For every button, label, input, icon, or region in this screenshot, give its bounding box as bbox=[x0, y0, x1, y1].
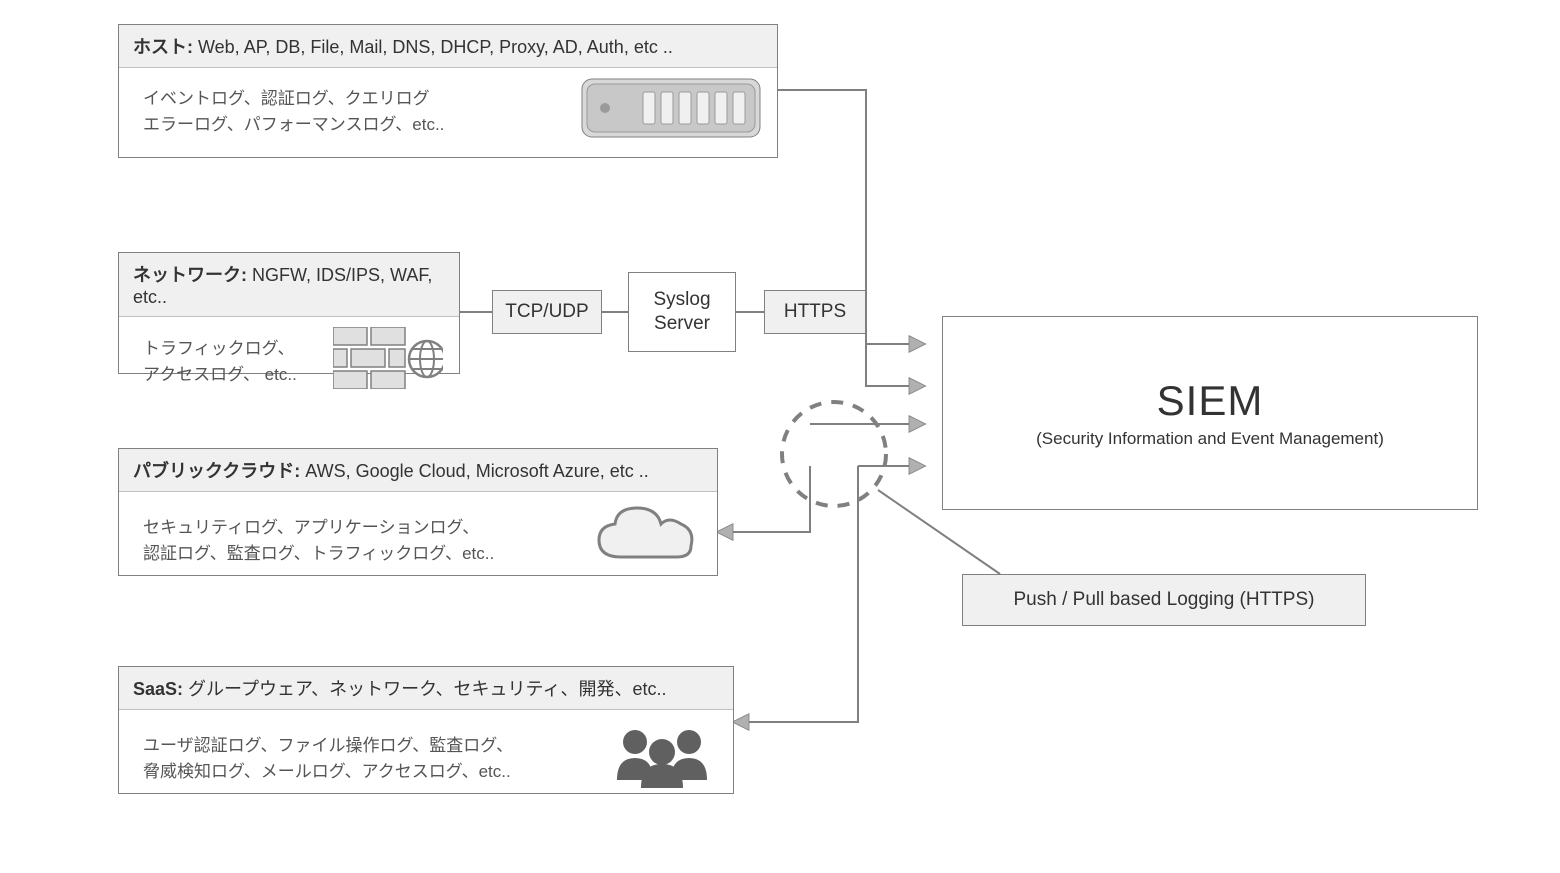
host-title-rest: Web, AP, DB, File, Mail, DNS, DHCP, Prox… bbox=[193, 37, 673, 57]
saas-box: SaaS: グループウェア、ネットワーク、セキュリティ、開発、etc.. ユーザ… bbox=[118, 666, 734, 794]
push-pull-label: Push / Pull based Logging (HTTPS) bbox=[962, 574, 1366, 626]
saas-title-bold: SaaS: bbox=[133, 679, 183, 699]
host-header: ホスト: Web, AP, DB, File, Mail, DNS, DHCP,… bbox=[119, 25, 777, 68]
network-header: ネットワーク: NGFW, IDS/IPS, WAF, etc.. bbox=[119, 253, 459, 317]
cloud-icon bbox=[591, 502, 701, 580]
users-icon bbox=[607, 720, 717, 798]
syslog-server-box: SyslogServer bbox=[628, 272, 736, 352]
saas-header: SaaS: グループウェア、ネットワーク、セキュリティ、開発、etc.. bbox=[119, 667, 733, 710]
firewall-icon bbox=[333, 327, 443, 397]
host-box: ホスト: Web, AP, DB, File, Mail, DNS, DHCP,… bbox=[118, 24, 778, 158]
cloud-title-bold: パブリッククラウド: bbox=[133, 461, 300, 481]
server-icon bbox=[581, 78, 761, 146]
siem-box: SIEM (Security Information and Event Man… bbox=[942, 316, 1478, 510]
host-title-bold: ホスト: bbox=[133, 37, 193, 57]
syslog-label: SyslogServer bbox=[653, 288, 710, 336]
network-body: トラフィックログ、 アクセスログ、 etc.. bbox=[143, 336, 319, 389]
siem-title: SIEM bbox=[1157, 377, 1264, 425]
cloud-title-rest: AWS, Google Cloud, Microsoft Azure, etc … bbox=[300, 461, 648, 481]
cloud-body: セキュリティログ、アプリケーションログ、 認証ログ、監査ログ、トラフィックログ、… bbox=[143, 515, 577, 568]
network-box: ネットワーク: NGFW, IDS/IPS, WAF, etc.. トラフィック… bbox=[118, 252, 460, 374]
tcp-udp-label: TCP/UDP bbox=[492, 290, 602, 334]
network-title-bold: ネットワーク: bbox=[133, 265, 247, 285]
host-body: イベントログ、認証ログ、クエリログ エラーログ、パフォーマンスログ、etc.. bbox=[143, 86, 567, 139]
https-label: HTTPS bbox=[764, 290, 866, 334]
saas-body: ユーザ認証ログ、ファイル操作ログ、監査ログ、 脅威検知ログ、メールログ、アクセス… bbox=[143, 733, 593, 786]
cloud-header: パブリッククラウド: AWS, Google Cloud, Microsoft … bbox=[119, 449, 717, 492]
saas-title-rest: グループウェア、ネットワーク、セキュリティ、開発、etc.. bbox=[183, 679, 666, 699]
siem-subtitle: (Security Information and Event Manageme… bbox=[1036, 429, 1384, 449]
public-cloud-box: パブリッククラウド: AWS, Google Cloud, Microsoft … bbox=[118, 448, 718, 576]
